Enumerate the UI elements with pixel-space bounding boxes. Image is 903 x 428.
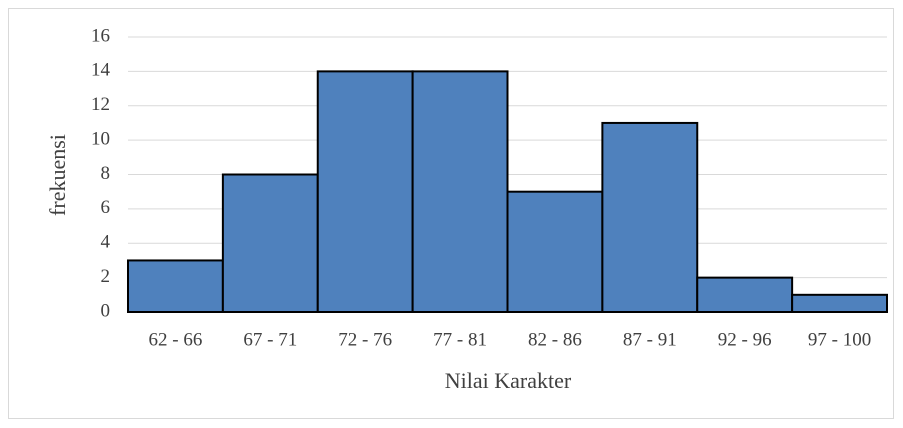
y-tick-label: 12 [91,94,110,115]
x-tick-label: 62 - 66 [149,329,203,350]
y-tick-label: 4 [101,232,111,253]
x-tick-label: 82 - 86 [528,329,582,350]
bar [221,173,319,313]
x-tick-label: 87 - 91 [623,329,677,350]
y-tick-label: 16 [91,25,110,46]
x-tick-label: 67 - 71 [243,329,297,350]
y-tick-label: 2 [101,266,111,287]
y-tick-label: 14 [91,60,111,81]
bar [316,70,414,313]
x-tick-label: 92 - 96 [718,329,772,350]
bar [696,276,794,313]
x-tick-label: 97 - 100 [808,329,871,350]
y-tick-label: 8 [101,163,111,184]
bar [791,293,888,313]
bar [601,121,699,313]
x-tick-label: 77 - 81 [433,329,487,350]
bar [506,190,604,313]
y-tick-label: 10 [91,128,110,149]
bar [127,259,224,313]
x-tick-label: 72 - 76 [338,329,392,350]
y-axis-title: frekuensi [45,134,70,216]
y-tick-label: 0 [101,300,111,321]
y-tick-label: 6 [101,197,111,218]
bar [411,70,509,313]
x-axis-title: Nilai Karakter [445,368,572,393]
